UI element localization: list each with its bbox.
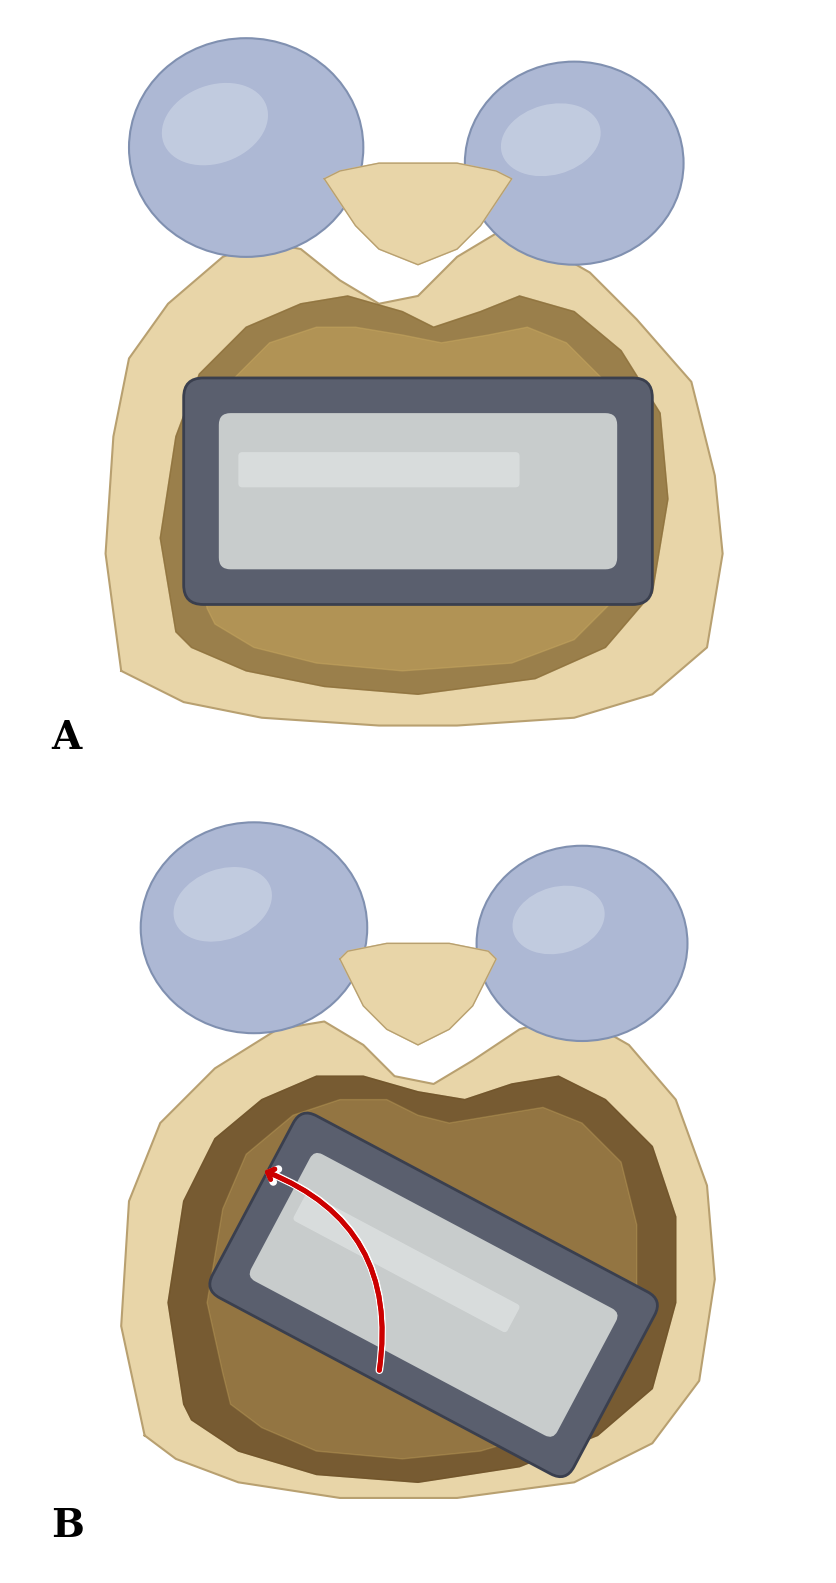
FancyBboxPatch shape [238,453,519,488]
FancyBboxPatch shape [293,1194,519,1333]
Polygon shape [168,1076,675,1482]
Text: B: B [51,1507,84,1545]
Ellipse shape [162,82,268,165]
Ellipse shape [129,38,364,256]
Polygon shape [191,328,637,671]
Ellipse shape [512,885,604,955]
FancyBboxPatch shape [184,378,652,605]
FancyBboxPatch shape [210,1113,657,1477]
Polygon shape [161,296,668,695]
Polygon shape [340,943,496,1045]
FancyBboxPatch shape [250,1152,618,1437]
Polygon shape [168,1076,675,1482]
Polygon shape [161,296,668,695]
Ellipse shape [140,822,367,1034]
Polygon shape [324,163,512,264]
Polygon shape [105,233,722,725]
Ellipse shape [477,845,687,1042]
Polygon shape [207,1100,637,1460]
Ellipse shape [465,62,684,264]
Ellipse shape [174,867,272,942]
Ellipse shape [501,103,600,176]
FancyBboxPatch shape [219,413,617,570]
Text: A: A [51,719,81,757]
Polygon shape [121,1013,715,1498]
